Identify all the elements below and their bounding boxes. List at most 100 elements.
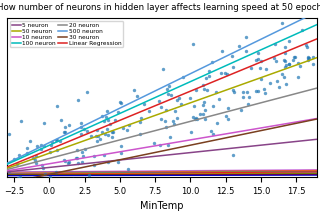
Point bbox=[42, 121, 47, 125]
Point bbox=[263, 91, 268, 94]
Point bbox=[215, 122, 220, 125]
Point bbox=[75, 148, 80, 152]
Point bbox=[297, 65, 302, 68]
Point bbox=[281, 76, 286, 79]
Point bbox=[164, 125, 169, 129]
Point bbox=[231, 154, 236, 157]
Point bbox=[89, 134, 94, 138]
X-axis label: MinTemp: MinTemp bbox=[140, 201, 184, 211]
Point bbox=[82, 127, 87, 130]
Point bbox=[15, 176, 20, 180]
Point bbox=[273, 59, 278, 62]
Point bbox=[306, 56, 311, 60]
Point bbox=[167, 84, 172, 88]
Point bbox=[99, 130, 104, 133]
Point bbox=[206, 69, 211, 73]
Point bbox=[194, 117, 199, 121]
Point bbox=[268, 81, 273, 84]
Point bbox=[286, 62, 292, 66]
Point bbox=[19, 184, 24, 188]
Point bbox=[158, 143, 163, 146]
Point bbox=[286, 40, 291, 43]
Point bbox=[181, 75, 186, 79]
Point bbox=[42, 144, 47, 148]
Point bbox=[47, 175, 52, 178]
Point bbox=[244, 35, 249, 39]
Point bbox=[53, 138, 58, 142]
Point bbox=[80, 150, 85, 154]
Point bbox=[7, 181, 12, 185]
Point bbox=[304, 45, 309, 49]
Point bbox=[207, 74, 212, 77]
Point bbox=[244, 50, 249, 53]
Point bbox=[219, 50, 224, 53]
Point bbox=[28, 187, 33, 190]
Point bbox=[210, 104, 215, 107]
Point bbox=[62, 159, 68, 162]
Point bbox=[209, 130, 214, 133]
Point bbox=[175, 99, 180, 102]
Point bbox=[132, 89, 137, 92]
Point bbox=[41, 167, 46, 170]
Point bbox=[193, 117, 198, 120]
Point bbox=[225, 106, 230, 109]
Point bbox=[79, 125, 84, 129]
Point bbox=[35, 145, 40, 148]
Point bbox=[14, 162, 20, 165]
Point bbox=[201, 101, 206, 104]
Point bbox=[311, 62, 316, 65]
Point bbox=[101, 119, 107, 123]
Point bbox=[291, 58, 296, 61]
Point bbox=[291, 55, 296, 59]
Point bbox=[258, 66, 263, 70]
Point bbox=[239, 108, 244, 111]
Point bbox=[95, 128, 100, 131]
Point bbox=[74, 157, 79, 160]
Point bbox=[244, 90, 249, 94]
Point bbox=[102, 132, 107, 135]
Point bbox=[191, 105, 196, 108]
Point bbox=[119, 101, 124, 104]
Point bbox=[104, 127, 109, 131]
Point bbox=[255, 57, 260, 60]
Point bbox=[158, 117, 163, 121]
Point bbox=[116, 160, 121, 164]
Point bbox=[253, 58, 259, 62]
Point bbox=[139, 116, 144, 119]
Point bbox=[179, 102, 184, 105]
Point bbox=[283, 45, 288, 49]
Point bbox=[224, 72, 229, 76]
Point bbox=[124, 128, 130, 132]
Point bbox=[300, 28, 305, 32]
Point bbox=[171, 119, 176, 123]
Point bbox=[76, 98, 81, 101]
Point bbox=[255, 89, 260, 92]
Point bbox=[19, 119, 24, 123]
Point bbox=[177, 97, 182, 100]
Point bbox=[286, 62, 291, 65]
Point bbox=[193, 88, 198, 92]
Point bbox=[246, 95, 252, 99]
Point bbox=[16, 153, 21, 156]
Title: How number of neurons in hidden layer affects learning speed at 50 epochs: How number of neurons in hidden layer af… bbox=[0, 3, 320, 12]
Point bbox=[126, 123, 132, 126]
Point bbox=[33, 177, 38, 180]
Point bbox=[161, 67, 166, 70]
Point bbox=[141, 103, 146, 106]
Point bbox=[23, 186, 28, 189]
Point bbox=[91, 163, 96, 167]
Point bbox=[62, 125, 67, 129]
Point bbox=[119, 145, 124, 148]
Point bbox=[6, 132, 12, 135]
Point bbox=[101, 153, 106, 157]
Point bbox=[219, 71, 224, 75]
Point bbox=[201, 87, 206, 91]
Point bbox=[34, 161, 39, 165]
Point bbox=[83, 147, 88, 151]
Point bbox=[10, 198, 15, 201]
Point bbox=[198, 112, 203, 116]
Point bbox=[272, 43, 277, 46]
Point bbox=[146, 109, 151, 113]
Point bbox=[109, 135, 115, 138]
Point bbox=[293, 56, 298, 59]
